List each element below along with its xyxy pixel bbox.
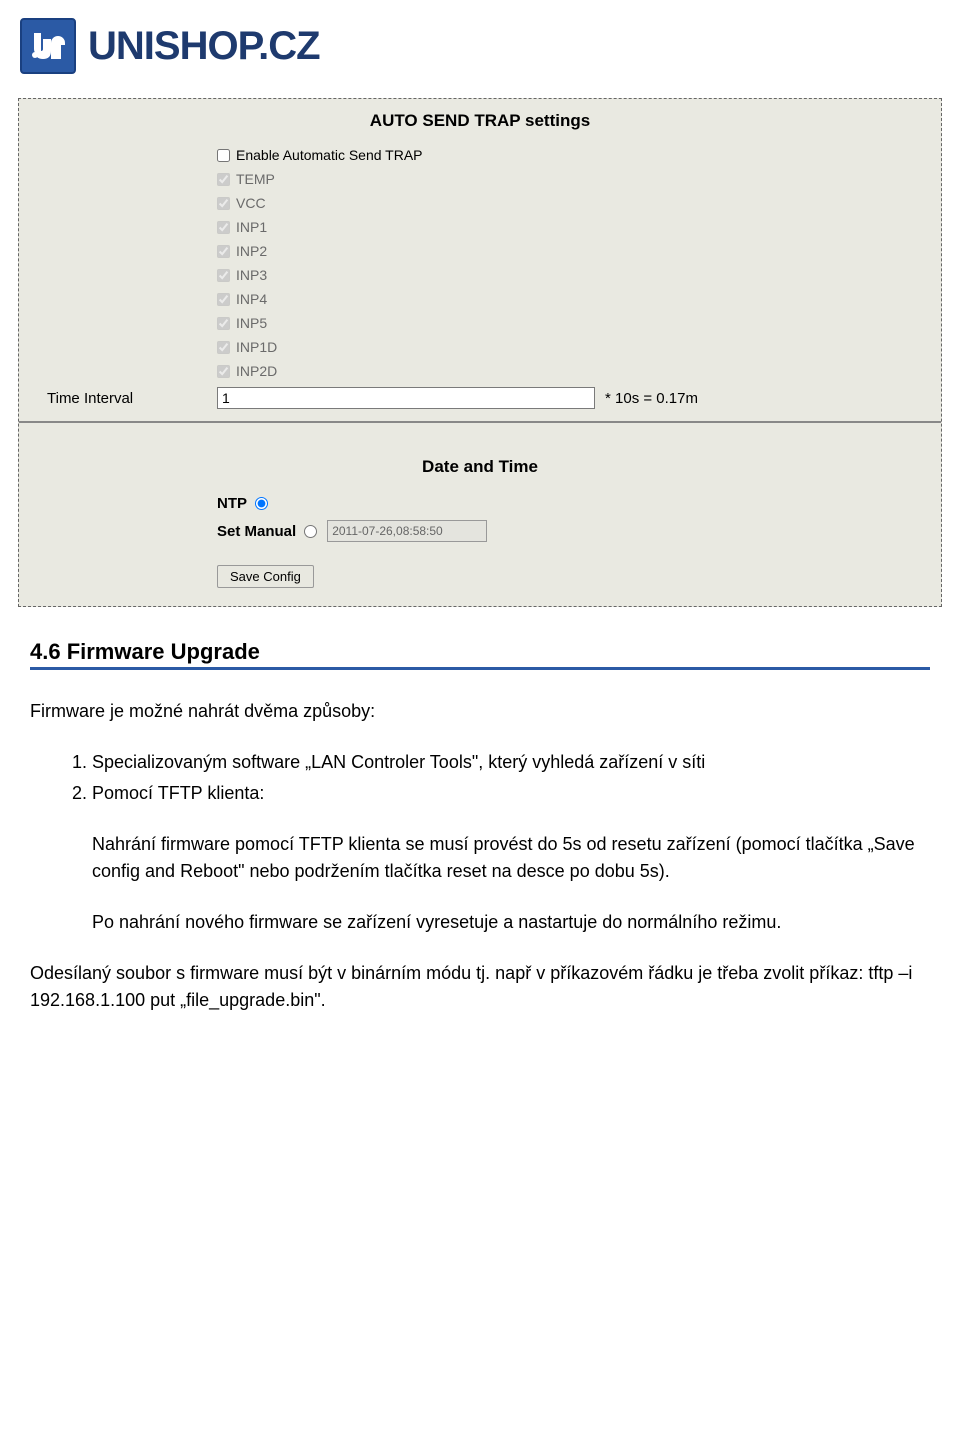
checkbox-inp2: INP2 — [217, 239, 941, 263]
tftp-instructions-para: Nahrání firmware pomocí TFTP klienta se … — [92, 831, 930, 885]
trap-settings-section: AUTO SEND TRAP settings Enable Automatic… — [19, 99, 941, 433]
checkbox-label-inp1: INP1 — [236, 219, 267, 235]
checkbox-label-inp2: INP2 — [236, 243, 267, 259]
time-interval-label: Time Interval — [47, 390, 217, 407]
save-config-button[interactable]: Save Config — [217, 565, 314, 588]
datetime-section: Date and Time NTP Set Manual Save Config — [19, 433, 941, 606]
list-item-lan-controller: Specializovaným software „LAN Controler … — [92, 749, 930, 776]
ntp-radio-row: NTP — [217, 489, 941, 517]
checkbox-input-inp4 — [217, 293, 230, 306]
checkbox-inp2d: INP2D — [217, 359, 941, 383]
checkbox-input-inp5 — [217, 317, 230, 330]
upgrade-methods-list: Specializovaným software „LAN Controler … — [92, 749, 930, 807]
doc-intro-para: Firmware je možné nahrát dvěma způsoby: — [30, 698, 930, 725]
binary-mode-para: Odesílaný soubor s firmware musí být v b… — [30, 960, 930, 1014]
checkbox-label-inp3: INP3 — [236, 267, 267, 283]
firmware-upgrade-heading: 4.6 Firmware Upgrade — [30, 639, 930, 670]
trap-section-title: AUTO SEND TRAP settings — [19, 111, 941, 131]
checkbox-input-vcc — [217, 197, 230, 210]
time-interval-row: Time Interval * 10s = 0.17m — [19, 383, 941, 413]
time-interval-input[interactable] — [217, 387, 595, 409]
document-section: 4.6 Firmware Upgrade Firmware je možné n… — [0, 607, 960, 1014]
ntp-radio[interactable] — [255, 497, 268, 510]
manual-radio-row: Set Manual — [217, 517, 941, 545]
logo-header: UNISHOP.CZ — [0, 0, 960, 98]
checkbox-inp1: INP1 — [217, 215, 941, 239]
after-upload-para: Po nahrání nového firmware se zařízení v… — [92, 909, 930, 936]
checkbox-inp1d: INP1D — [217, 335, 941, 359]
checkbox-label-enable: Enable Automatic Send TRAP — [236, 147, 423, 163]
checkbox-label-temp: TEMP — [236, 171, 275, 187]
checkbox-input-inp1 — [217, 221, 230, 234]
checkbox-label-inp1d: INP1D — [236, 339, 277, 355]
section-divider — [19, 421, 941, 423]
checkbox-temp: TEMP — [217, 167, 941, 191]
checkbox-input-inp2 — [217, 245, 230, 258]
checkbox-vcc: VCC — [217, 191, 941, 215]
checkbox-inp3: INP3 — [217, 263, 941, 287]
ntp-label: NTP — [217, 495, 247, 512]
checkbox-input-inp2d — [217, 365, 230, 378]
checkbox-input-temp — [217, 173, 230, 186]
manual-radio[interactable] — [304, 525, 317, 538]
datetime-section-title: Date and Time — [19, 457, 941, 477]
trap-checkbox-list: Enable Automatic Send TRAP TEMP VCC INP1… — [217, 143, 941, 383]
logo-text: UNISHOP.CZ — [88, 24, 320, 69]
time-interval-suffix: * 10s = 0.17m — [605, 390, 698, 407]
manual-label: Set Manual — [217, 523, 296, 540]
datetime-controls: NTP Set Manual — [217, 489, 941, 545]
checkbox-label-inp5: INP5 — [236, 315, 267, 331]
checkbox-input-inp3 — [217, 269, 230, 282]
checkbox-inp5: INP5 — [217, 311, 941, 335]
checkbox-label-inp4: INP4 — [236, 291, 267, 307]
manual-datetime-input — [327, 520, 487, 542]
checkbox-input-enable[interactable] — [217, 149, 230, 162]
checkbox-inp4: INP4 — [217, 287, 941, 311]
settings-panel: AUTO SEND TRAP settings Enable Automatic… — [18, 98, 942, 607]
checkbox-enable-auto-trap: Enable Automatic Send TRAP — [217, 143, 941, 167]
checkbox-label-inp2d: INP2D — [236, 363, 277, 379]
checkbox-label-vcc: VCC — [236, 195, 266, 211]
list-item-tftp: Pomocí TFTP klienta: — [92, 780, 930, 807]
checkbox-input-inp1d — [217, 341, 230, 354]
unishop-logo-icon — [20, 18, 76, 74]
